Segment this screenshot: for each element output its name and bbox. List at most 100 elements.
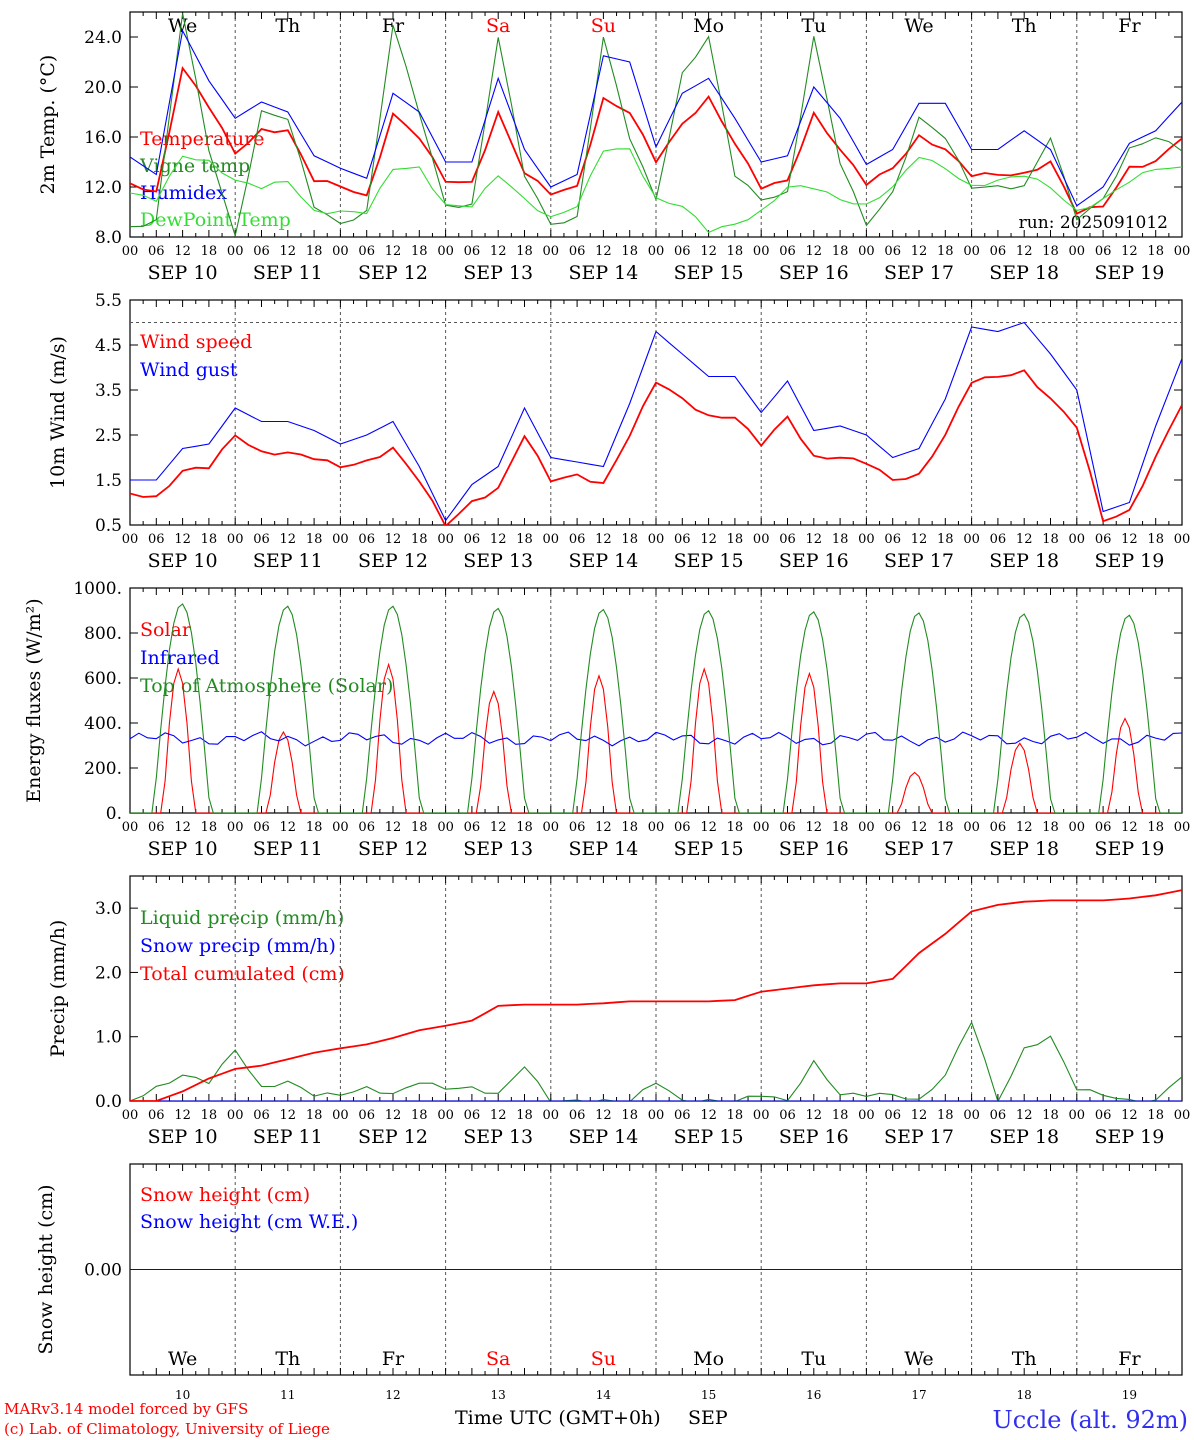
hour-label: 12 [806, 820, 823, 835]
date-label: SEP 18 [989, 838, 1059, 860]
hour-label: 12 [490, 244, 507, 259]
series-line-vigne-temp [130, 13, 1182, 237]
hour-label: 12 [1121, 1108, 1138, 1123]
hour-label: 06 [253, 1108, 270, 1123]
hour-label: 12 [1016, 820, 1033, 835]
hour-label: 18 [1042, 532, 1059, 547]
hour-label: 12 [385, 1108, 402, 1123]
legend-wind-speed: Wind speed [140, 331, 252, 353]
hour-label: 06 [674, 244, 691, 259]
hour-label: 18 [516, 244, 533, 259]
hour-label: 00 [227, 1108, 244, 1123]
y-tick-label: 200. [84, 759, 122, 779]
hour-label: 00 [1174, 532, 1191, 547]
hour-label: 06 [884, 532, 901, 547]
hour-label: 00 [858, 244, 875, 259]
temperature-plot-area [129, 11, 1183, 238]
hour-label: 00 [332, 1108, 349, 1123]
hour-label: 06 [358, 244, 375, 259]
day-number-label: 17 [911, 1388, 926, 1402]
hour-label: 18 [1147, 820, 1164, 835]
y-tick-label: 2.0 [95, 963, 122, 983]
hour-label: 00 [227, 244, 244, 259]
day-of-week-label: Tu [801, 15, 826, 37]
hour-label: 06 [358, 532, 375, 547]
hour-label: 00 [963, 532, 980, 547]
hour-label: 06 [358, 820, 375, 835]
hour-label: 18 [621, 532, 638, 547]
y-tick-label: 8.0 [95, 228, 122, 248]
hour-label: 06 [148, 244, 165, 259]
y-tick-label: 24.0 [84, 28, 122, 48]
hour-label: 12 [911, 820, 928, 835]
hour-label: 18 [306, 244, 323, 259]
date-label: SEP 14 [568, 262, 638, 284]
hour-label: 18 [1042, 244, 1059, 259]
hour-label: 06 [779, 244, 796, 259]
hour-label: 00 [753, 532, 770, 547]
date-label: SEP 16 [779, 838, 849, 860]
hour-label: 00 [1069, 532, 1086, 547]
hour-label: 06 [148, 820, 165, 835]
hour-label: 00 [122, 820, 139, 835]
hour-label: 06 [253, 532, 270, 547]
hour-label: 18 [937, 532, 954, 547]
y-tick-label: 12.0 [84, 178, 122, 198]
y-tick-label: 20.0 [84, 78, 122, 98]
series-line-top-of-atmosphere-solar [130, 603, 1182, 813]
hour-label: 06 [884, 1108, 901, 1123]
wind-panel: 10m Wind (m/s) Wind speed Wind gust 0.5 1… [47, 291, 1190, 572]
hour-label: 18 [832, 244, 849, 259]
date-label: SEP 15 [674, 1126, 744, 1148]
date-label: SEP 10 [148, 550, 218, 572]
hour-label: 00 [122, 244, 139, 259]
series-line-humidex [130, 29, 1182, 207]
lab-credit: (c) Lab. of Climatology, University of L… [4, 1420, 330, 1438]
date-label: SEP 11 [253, 550, 323, 572]
date-label: SEP 11 [253, 262, 323, 284]
station-label: Uccle (alt. 92m) [992, 1406, 1188, 1434]
hour-label: 18 [1042, 1108, 1059, 1123]
legend-wind-gust: Wind gust [140, 359, 238, 381]
hour-label: 00 [122, 1108, 139, 1123]
day-of-week-label: Th [1012, 1348, 1037, 1370]
series-group [130, 603, 1182, 813]
hour-label: 18 [727, 244, 744, 259]
temperature-panel: 2m Temp. (°C) run: 2025091012 Temperatur… [37, 11, 1190, 284]
date-label: SEP 11 [253, 838, 323, 860]
hour-label: 00 [543, 532, 560, 547]
hour-label: 18 [727, 1108, 744, 1123]
y-tick-label: 0. [106, 804, 122, 824]
hour-label: 12 [174, 532, 191, 547]
y-tick-label: 400. [84, 714, 122, 734]
temperature-ylabel: 2m Temp. (°C) [37, 55, 59, 195]
series-line-dewpoint-temp [130, 148, 1182, 234]
legend-solar: Solar [140, 619, 192, 641]
hour-label: 18 [516, 532, 533, 547]
hour-label: 18 [1042, 820, 1059, 835]
hour-label: 18 [201, 820, 218, 835]
hour-label: 18 [937, 1108, 954, 1123]
hour-label: 12 [595, 820, 612, 835]
y-tick-label: 1.5 [95, 471, 122, 491]
day-of-week-label: Sa [486, 1348, 510, 1370]
hour-label: 12 [280, 820, 297, 835]
hour-label: 12 [911, 1108, 928, 1123]
hour-label: 00 [543, 244, 560, 259]
hour-label: 12 [911, 532, 928, 547]
day-of-week-label: We [168, 15, 197, 37]
hour-label: 00 [1174, 820, 1191, 835]
hour-label: 06 [990, 244, 1007, 259]
date-label: SEP 19 [1094, 838, 1164, 860]
hour-label: 06 [1095, 1108, 1112, 1123]
hour-label: 18 [306, 1108, 323, 1123]
day-of-week-label: We [904, 15, 933, 37]
hour-label: 06 [884, 244, 901, 259]
hour-label: 12 [1121, 244, 1138, 259]
legend-temperature: Temperature [140, 128, 264, 150]
legend-toa-solar: Top of Atmosphere (Solar) [140, 675, 393, 697]
date-label: SEP 14 [568, 550, 638, 572]
y-tick-label: 1000. [73, 579, 122, 599]
day-of-week-label: Su [591, 15, 616, 37]
